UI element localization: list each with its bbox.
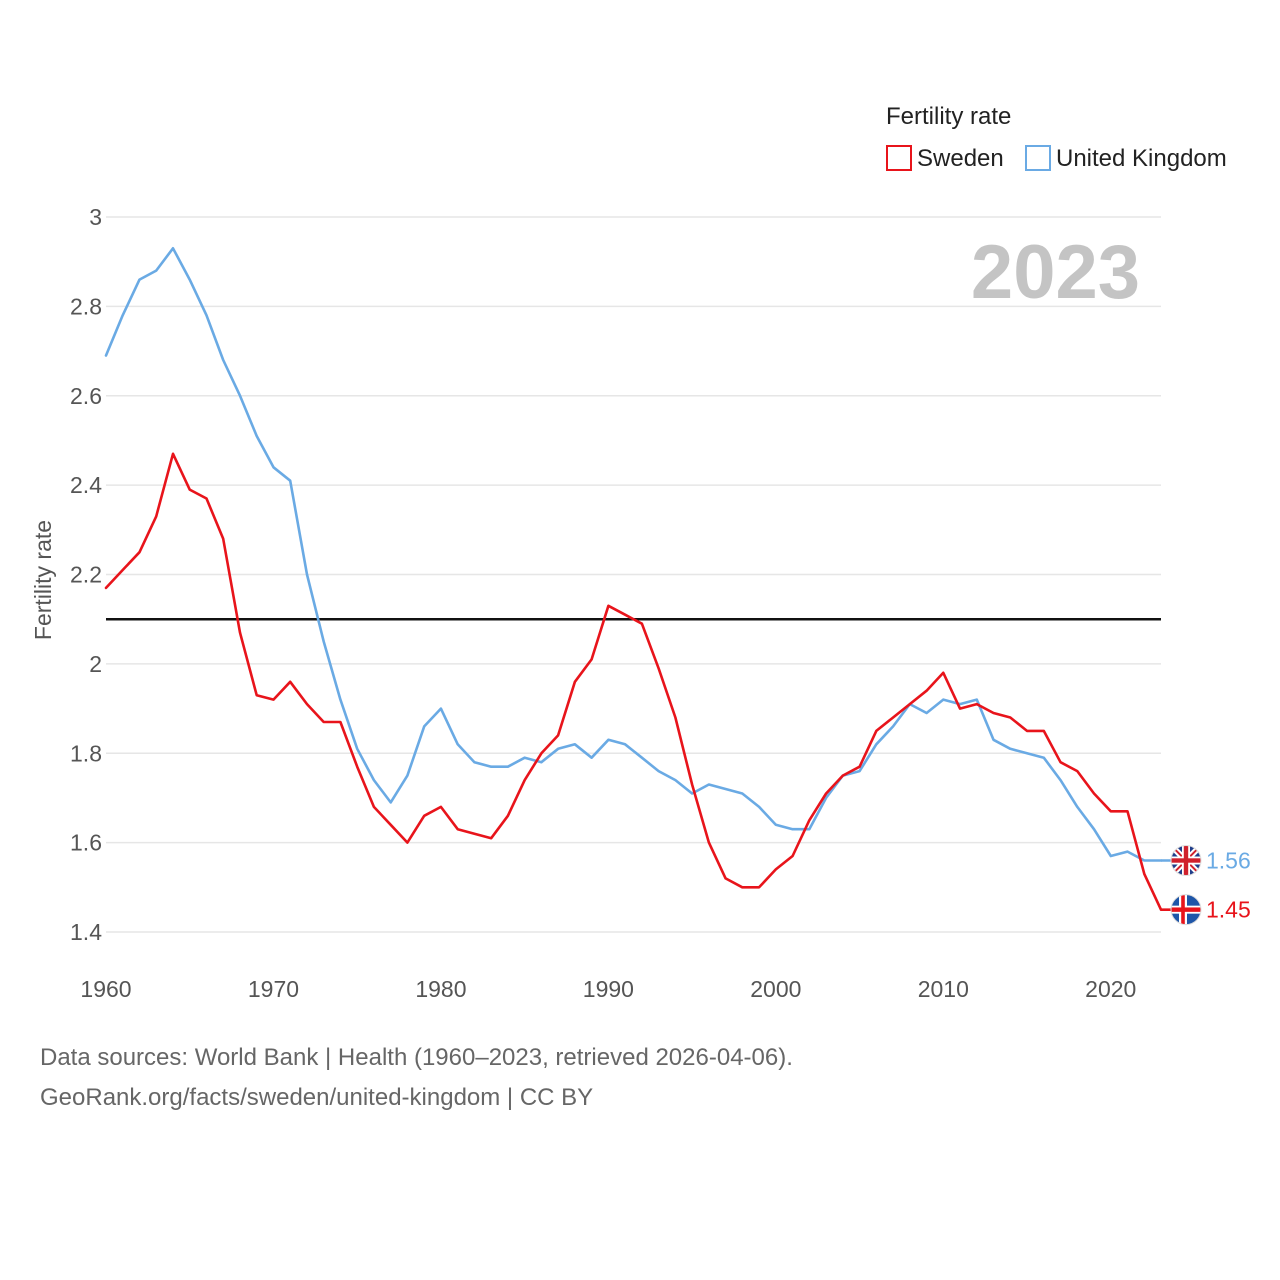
data-source-note: Data sources: World Bank | Health (1960–… [40, 1044, 793, 1071]
uk-flag-icon [1170, 845, 1202, 876]
y-tick-label: 2 [89, 651, 102, 677]
series-line-sweden [104, 452, 1163, 912]
y-tick-label: 2.6 [70, 383, 102, 409]
x-tick-label: 2020 [1085, 976, 1136, 1002]
sweden-flag-icon [1170, 894, 1202, 926]
y-axis-label: Fertility rate [30, 520, 56, 640]
x-tick-label: 1980 [415, 976, 466, 1002]
legend-item-sweden[interactable]: Sweden [886, 145, 1004, 172]
year-label: 2023 [971, 230, 1140, 315]
y-tick-label: 1.6 [70, 830, 102, 856]
end-value-label-sweden: 1.45 [1206, 897, 1251, 923]
legend: Fertility rate Sweden United Kingdom [886, 103, 1227, 172]
x-tick-label: 1960 [80, 976, 131, 1002]
y-tick-label: 2.4 [70, 472, 102, 498]
series-lines [104, 247, 1186, 912]
grid-lines [106, 216, 1161, 933]
series-line-united-kingdom [104, 247, 1163, 862]
x-tick-label: 2000 [750, 976, 801, 1002]
y-tick-label: 1.8 [70, 740, 102, 766]
end-value-label-united-kingdom: 1.56 [1206, 848, 1251, 874]
legend-label-sweden: Sweden [917, 145, 1004, 172]
x-tick-label: 1970 [248, 976, 299, 1002]
end-markers: 1.56 1.45 [1170, 845, 1251, 926]
x-tick-label: 1990 [583, 976, 634, 1002]
x-tick-label: 2010 [918, 976, 969, 1002]
legend-label-united-kingdom: United Kingdom [1056, 145, 1227, 172]
source-link[interactable]: GeoRank.org/facts/sweden/united-kingdom … [40, 1084, 594, 1111]
legend-swatch-united-kingdom [1025, 145, 1051, 171]
y-axis: 1.4 1.6 1.8 2 2.2 2.4 2.6 2.8 3 [70, 204, 102, 945]
legend-title: Fertility rate [886, 103, 1011, 130]
legend-item-united-kingdom[interactable]: United Kingdom [1025, 145, 1227, 172]
y-tick-label: 2.2 [70, 562, 102, 588]
y-tick-label: 3 [89, 204, 102, 230]
y-tick-label: 2.8 [70, 293, 102, 319]
x-axis: 1960 1970 1980 1990 2000 2010 2020 [80, 976, 1136, 1002]
y-tick-label: 1.4 [70, 919, 102, 945]
legend-swatch-sweden [886, 145, 912, 171]
